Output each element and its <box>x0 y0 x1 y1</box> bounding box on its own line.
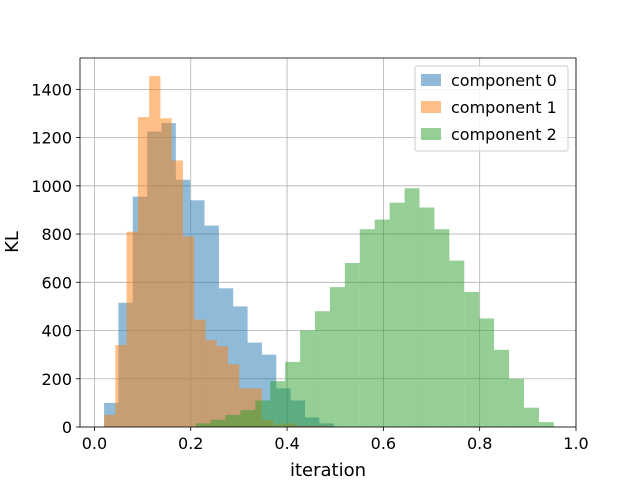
histogram-bar <box>194 319 206 427</box>
y-tick-label: 1400 <box>31 80 72 99</box>
histogram-bar <box>239 388 251 427</box>
plot-frame <box>79 57 577 428</box>
y-tick-label: 0 <box>62 418 72 437</box>
histogram-bar <box>538 422 554 427</box>
x-tick-label: 0.6 <box>371 434 396 453</box>
x-tick-label: 0.0 <box>82 434 107 453</box>
histogram-bar <box>160 118 172 427</box>
x-tick-label: 0.8 <box>467 434 492 453</box>
histogram-bar <box>195 423 211 427</box>
histogram-bar <box>225 414 241 427</box>
histogram-bar <box>449 260 465 427</box>
histogram-bar <box>300 330 315 427</box>
histogram-bar <box>404 188 420 427</box>
y-axis-title: KL <box>2 231 23 253</box>
histogram-bar <box>285 361 301 427</box>
y-tick-label: 800 <box>41 225 72 244</box>
histogram-bar <box>389 202 405 427</box>
bars <box>104 76 554 428</box>
histogram-bar <box>104 414 116 427</box>
histogram-bar <box>419 207 435 427</box>
histogram-bar <box>115 345 127 427</box>
histogram-bar <box>314 311 330 427</box>
histogram-bar <box>210 419 226 427</box>
histogram-bar <box>171 160 183 427</box>
histogram-bar <box>479 318 495 427</box>
y-tick-label: 400 <box>41 322 72 341</box>
y-tick-label: 1000 <box>31 177 72 196</box>
series-2-bars <box>195 188 554 427</box>
histogram-bar <box>182 236 195 427</box>
legend-label: component 0 <box>451 71 557 90</box>
histogram-bar <box>228 364 240 427</box>
histogram-bar <box>374 219 390 427</box>
x-tick-label: 0.2 <box>178 434 203 453</box>
histogram-bar <box>509 378 524 427</box>
histogram-bar <box>359 229 375 427</box>
histogram-bar <box>205 340 217 427</box>
legend-label: component 1 <box>451 98 557 117</box>
ticks: 0.0 0.2 0.4 0.6 0.8 1.0 0 200 400 600 800 1000 1200 1… <box>31 80 588 453</box>
x-tick-label: 1.0 <box>563 434 588 453</box>
histogram-bar <box>344 263 360 427</box>
histogram-bar <box>329 287 345 427</box>
histogram-bar <box>270 381 286 427</box>
legend-swatch <box>421 74 441 86</box>
y-tick-label: 200 <box>41 370 72 389</box>
histogram-bar <box>434 229 450 427</box>
x-tick-label: 0.4 <box>274 434 299 453</box>
histogram-bar <box>255 400 271 427</box>
histogram-bar <box>494 349 510 427</box>
y-tick-label: 1200 <box>31 129 72 148</box>
histogram-bar <box>464 291 480 427</box>
axes <box>79 57 577 428</box>
histogram-bar <box>149 76 161 428</box>
series-1-bars <box>104 76 330 428</box>
y-tick-label: 600 <box>41 273 72 292</box>
legend-swatch <box>421 128 441 140</box>
x-axis-title: iteration <box>290 460 366 480</box>
histogram-bar <box>523 407 539 427</box>
histogram-bar <box>240 410 256 427</box>
legend-box <box>414 65 569 152</box>
legend-label: component 2 <box>451 125 557 144</box>
histogram-bar <box>137 117 150 428</box>
histogram-bar <box>126 231 138 427</box>
histogram-bar <box>216 346 229 427</box>
legend-swatch <box>421 101 441 113</box>
legend: component 0 component 1 component 2 <box>414 65 569 152</box>
